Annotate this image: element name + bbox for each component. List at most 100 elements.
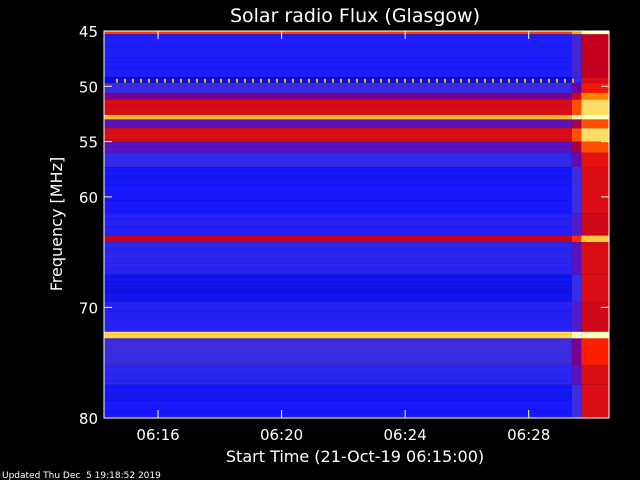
heat-cell [581, 99, 609, 116]
heat-cell [104, 50, 572, 52]
heat-cell [396, 78, 398, 83]
heat-cell [571, 152, 582, 167]
heat-cell [104, 211, 572, 213]
heat-cell [476, 78, 478, 83]
heat-cell [581, 128, 609, 142]
heat-cell [124, 78, 126, 83]
heat-cell [172, 78, 174, 83]
heat-cell [104, 36, 572, 38]
heat-cell [571, 92, 582, 100]
heat-cell [104, 398, 572, 399]
heat-cell [104, 92, 572, 100]
heat-cell [581, 119, 609, 129]
heat-cell [188, 78, 190, 83]
heat-cell [340, 78, 342, 83]
heat-cell [104, 367, 572, 368]
chart-title: Solar radio Flux (Glasgow) [230, 5, 480, 27]
plot-frame [103, 30, 610, 419]
heat-cell [104, 380, 572, 382]
heat-cell [104, 54, 572, 56]
heat-cell [104, 180, 572, 182]
heat-cell [104, 164, 572, 166]
heat-cell [581, 213, 609, 236]
heat-cell [104, 251, 572, 253]
heat-cell [104, 117, 572, 119]
heat-cell [268, 78, 270, 83]
heat-cell [104, 376, 572, 377]
heat-cell [260, 78, 262, 83]
y-axis-label: Frequency [MHz] [47, 157, 66, 291]
heat-cell [104, 137, 572, 138]
heat-cell [104, 290, 572, 292]
heat-cell [500, 78, 502, 83]
heat-cell [104, 132, 572, 134]
heat-cell [300, 78, 302, 83]
heat-cell [104, 63, 572, 65]
heat-cell [380, 78, 382, 83]
heat-cell [104, 404, 572, 406]
heat-cell [104, 340, 572, 342]
heat-cell [104, 283, 572, 285]
heat-cell [571, 331, 582, 339]
heat-cell [104, 59, 572, 61]
heat-cell [104, 285, 572, 287]
heat-cell [581, 364, 609, 385]
heat-cell [564, 78, 566, 83]
heat-cell [104, 244, 572, 246]
heat-cell [104, 393, 572, 395]
heat-cell [581, 83, 609, 93]
heat-cell [104, 306, 572, 308]
heat-cell [308, 78, 310, 83]
heat-cell [104, 387, 572, 388]
heat-cell [388, 78, 390, 83]
heat-cell [156, 78, 158, 83]
heat-cell [104, 278, 572, 280]
heat-cell [104, 231, 572, 232]
heat-cell [104, 308, 572, 310]
heat-cell [104, 262, 572, 264]
heat-cell [540, 78, 542, 83]
heat-cell [104, 191, 572, 193]
heat-cell [468, 78, 470, 83]
heat-cell [104, 130, 572, 132]
heat-cell [140, 78, 142, 83]
heat-cell [104, 162, 572, 164]
heat-cell [104, 299, 572, 301]
heat-cell [104, 222, 572, 224]
heat-cell [104, 347, 572, 349]
heat-cell [571, 115, 582, 120]
heat-cell [372, 78, 374, 83]
y-tick-label: 80 [79, 410, 98, 428]
heat-cell [104, 324, 572, 326]
heat-cell [571, 384, 582, 418]
heat-cell [104, 235, 572, 243]
heat-cell [104, 112, 572, 114]
heat-cell [284, 78, 286, 83]
heat-cell [356, 78, 358, 83]
heat-cell [228, 78, 230, 83]
heat-cell [104, 139, 572, 141]
heat-cell [571, 31, 582, 35]
heat-cell [104, 301, 572, 303]
heat-cell [104, 75, 572, 77]
heat-cell [104, 272, 572, 273]
x-axis-ticks: 06:16 06:20 06:24 06:28 [136, 31, 550, 444]
heat-cell [104, 292, 572, 294]
heat-cell [104, 345, 572, 346]
heat-cell [581, 167, 609, 214]
plot-border [103, 30, 610, 419]
heat-cell [104, 240, 572, 241]
heat-cell [581, 338, 609, 365]
heatmap-cells [104, 31, 609, 418]
heat-cell [104, 155, 572, 156]
heat-cell [104, 213, 572, 236]
heat-cell [420, 78, 422, 83]
heat-cell [571, 167, 582, 214]
x-tick-label: 06:16 [136, 426, 179, 444]
heat-cell [104, 400, 572, 402]
heat-cell [571, 213, 582, 236]
heat-cell [104, 217, 572, 219]
heat-cell [104, 169, 572, 171]
heat-cell [104, 351, 572, 353]
y-tick-label: 70 [79, 299, 98, 317]
